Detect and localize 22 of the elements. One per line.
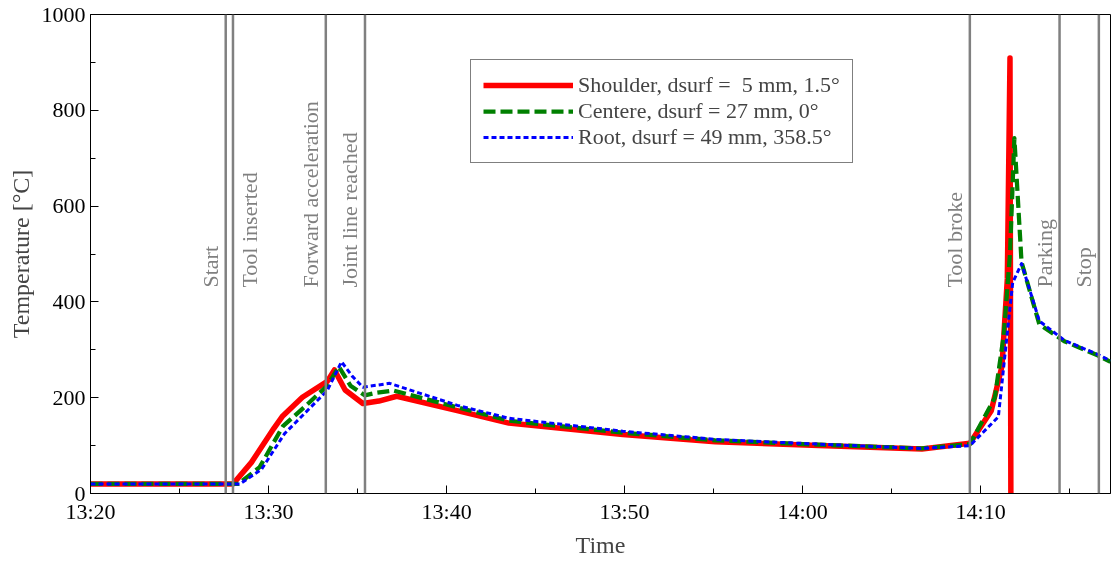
x-axis-title: Time <box>575 531 626 558</box>
legend-label: Shoulder, dsurf = 5 mm, 1.5° <box>578 72 840 98</box>
x-tick-label: 14:00 <box>777 498 828 524</box>
y-tick-label: 200 <box>52 384 86 410</box>
ref-line-label: Parking <box>1031 219 1057 288</box>
y-tick-label: 800 <box>52 97 86 123</box>
x-tick-label: 13:50 <box>599 498 650 524</box>
ref-line-label: Joint line reached <box>336 132 362 288</box>
ref-line-label: Tool broke <box>941 191 967 288</box>
y-tick-label: 1000 <box>41 1 86 27</box>
ref-line-label: Tool inserted <box>236 172 262 288</box>
y-axis-title: Temperature [°C] <box>7 169 34 339</box>
ref-line-label: Forward acceleration <box>297 101 323 288</box>
legend-label: Root, dsurf = 49 mm, 358.5° <box>578 124 832 150</box>
ref-line-label: Stop <box>1070 247 1096 288</box>
legend-label: Centere, dsurf = 27 mm, 0° <box>578 98 819 124</box>
x-tick-label: 13:40 <box>421 498 472 524</box>
y-tick-label: 400 <box>52 288 86 314</box>
x-tick-label: 14:10 <box>955 498 1006 524</box>
y-tick-label: 600 <box>52 193 86 219</box>
ref-line-label: Start <box>197 245 223 288</box>
x-tick-label: 13:30 <box>243 498 294 524</box>
